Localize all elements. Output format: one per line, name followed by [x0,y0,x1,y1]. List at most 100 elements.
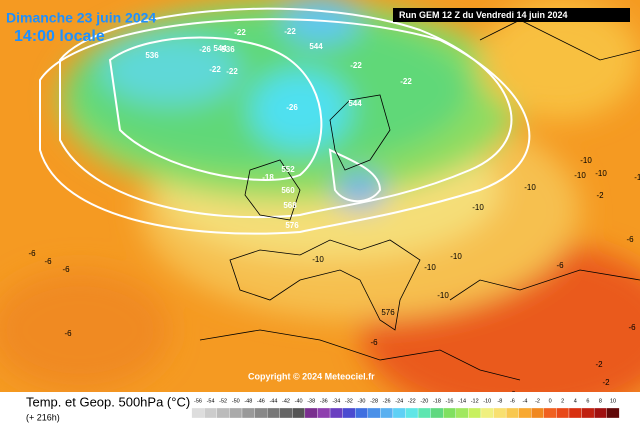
legend-label: -42 [282,398,290,404]
map-label: -18 [262,173,274,182]
contours [39,7,531,235]
legend-label: -8 [497,398,502,404]
map-label: -10 [634,173,640,182]
legend-swatch [342,407,356,419]
map-label: -2 [595,360,603,369]
map-label: -6 [556,261,564,270]
footer-lead: (+ 216h) [26,412,60,422]
legend-label: 6 [586,398,589,404]
map-label: -26 [199,45,211,54]
legend-swatch [581,407,595,419]
run-box [393,8,630,22]
legend-swatch [191,407,205,419]
map-label: 536 [145,51,159,60]
map-label: -22 [400,77,412,86]
map-label: 544 [213,44,227,53]
legend-label: -20 [420,398,428,404]
copyright: Copyright © 2024 Meteociel.fr [248,371,375,381]
legend-label: -38 [307,398,315,404]
legend-label: -50 [232,398,240,404]
legend-swatch [380,407,394,419]
legend-swatch [443,407,456,419]
legend-label: -26 [383,398,391,404]
legend-label: -18 [433,398,441,404]
map-label: -6 [628,323,636,332]
legend-swatch [606,407,620,419]
map-label: -10 [312,255,324,264]
legend-swatch [480,407,494,419]
legend-swatch [216,407,230,419]
legend-label: -6 [510,398,515,404]
legend-swatch [317,407,331,419]
legend-label: -24 [395,398,403,404]
legend-label: -46 [257,398,265,404]
legend-label: -22 [408,398,416,404]
legend-swatch [304,407,318,419]
map-label: 544 [309,42,323,51]
legend-swatch [279,407,293,419]
legend-swatch [229,407,243,419]
legend-label: -32 [345,398,353,404]
legend-swatch [455,407,469,419]
legend-label: -12 [471,398,479,404]
legend-label: -40 [295,398,303,404]
legend-label: 2 [561,398,564,404]
map-label: 560 [281,186,295,195]
map-label: -22 [284,27,296,36]
legend-swatch [292,407,306,419]
map-label: -6 [62,265,70,274]
map-label: -22 [209,65,221,74]
map-subtitle: 14:00 locale [14,28,105,45]
map-title: Dimanche 23 juin 2024 [6,10,156,26]
legend-label: -10 [483,398,491,404]
legend-swatch [254,407,268,419]
legend-swatch [468,407,482,419]
legend-label: -48 [244,398,252,404]
map-label: 552 [281,165,295,174]
legend-swatch [367,407,381,419]
legend-swatch [531,407,544,419]
map-label: -10 [437,291,449,300]
legend-swatch [493,407,507,419]
legend-swatch [568,407,582,419]
legend-swatch [267,407,280,419]
legend-swatch [405,407,419,419]
map-label: 576 [381,308,395,317]
color-legend: -56 -54 -52 -50 -48 -46 -44 -42 -40 -38 -36 -34 -32-… [191,398,620,419]
map-label: -6 [370,338,378,347]
legend-label: -44 [269,398,277,404]
map-label: -22 [226,67,238,76]
legend-swatch [556,407,570,419]
legend-swatch [204,407,218,419]
legend-swatch [355,407,368,419]
map-label: -6 [64,329,72,338]
legend-label: 0 [549,398,552,404]
legend-label: -30 [358,398,366,404]
legend-swatch [430,407,444,419]
map-label: 536 [221,45,235,54]
map-label: 544 [348,99,362,108]
run-info: Run GEM 12 Z du Vendredi 14 juin 2024 [399,10,568,20]
legend-label: -16 [446,398,454,404]
legend-label: -54 [207,398,215,404]
legend-swatch [417,407,431,419]
legend-swatch [505,407,519,419]
legend-swatch [593,407,607,419]
map-label: -10 [472,203,484,212]
map-label: -6 [626,235,634,244]
map-label: -6 [44,257,52,266]
map-label: -26 [286,103,298,112]
map-label: -10 [595,169,607,178]
legend-label: 10 [610,398,616,404]
legend-swatch [543,407,557,419]
coastlines [199,19,640,381]
map-label: -6 [508,390,516,399]
map-label: -6 [28,249,36,258]
map-label: -10 [424,263,436,272]
legend-swatch [392,407,406,419]
legend-label: -34 [332,398,340,404]
